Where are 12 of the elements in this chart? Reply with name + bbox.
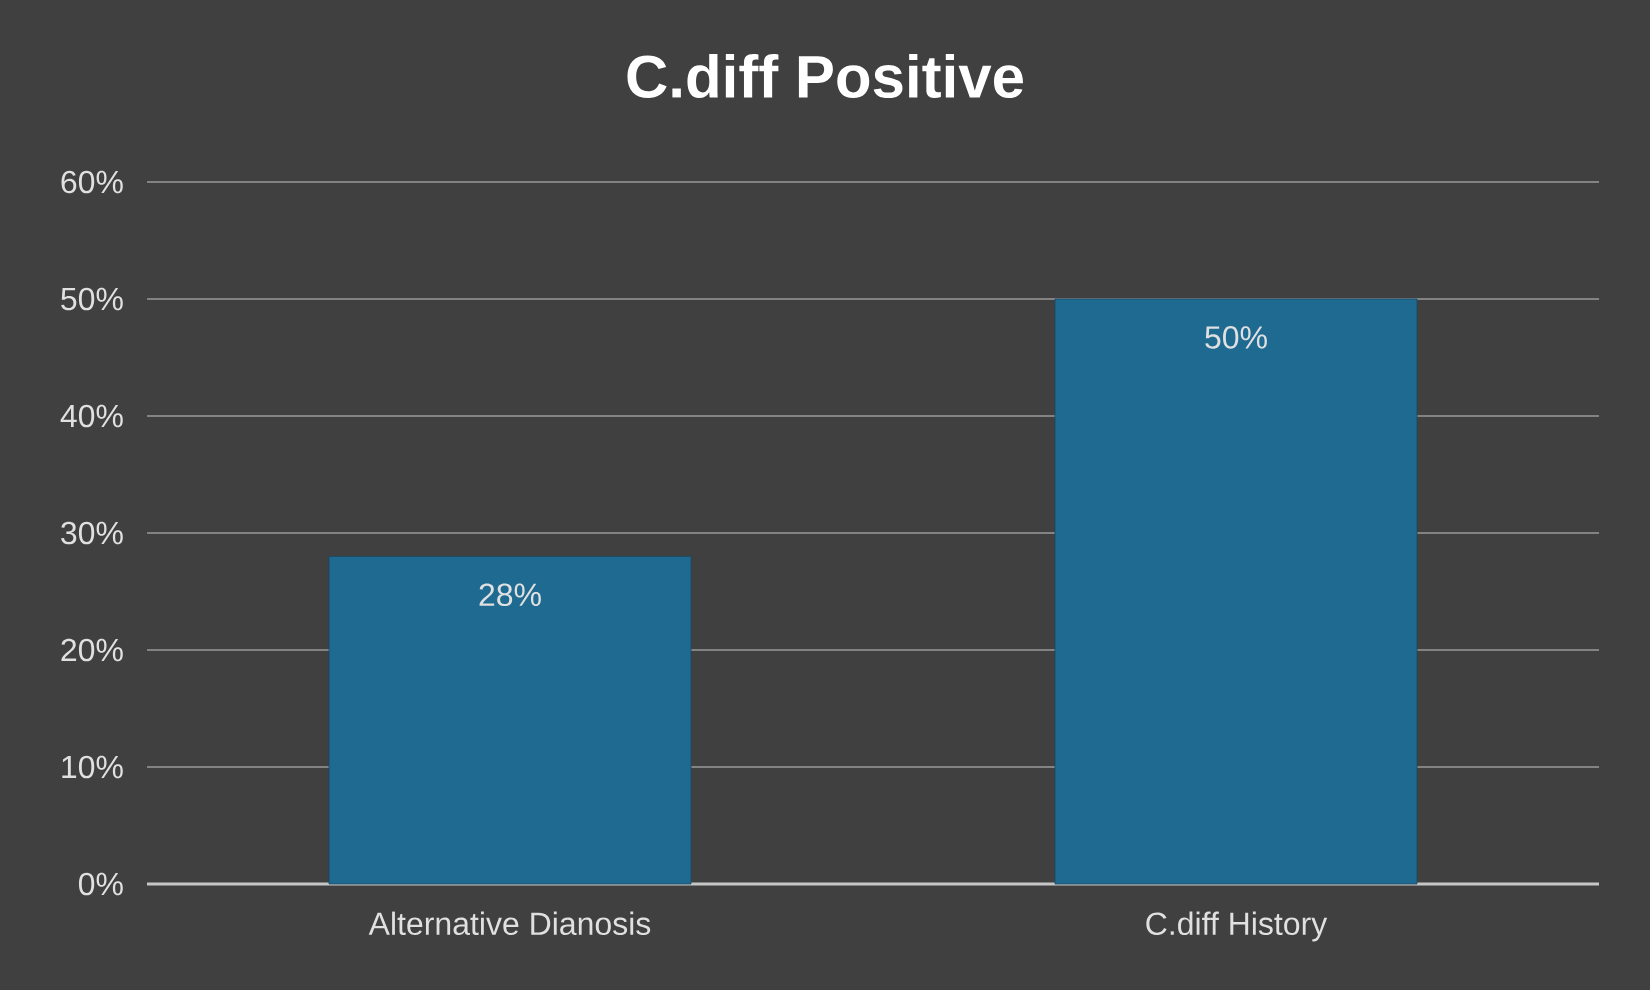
y-tick-label: 50% <box>61 287 123 311</box>
y-tick-label: 30% <box>61 521 123 545</box>
y-tick-label: 40% <box>60 404 123 428</box>
x-tick-label: Alternative Dianosis <box>368 911 651 936</box>
chart-title: C.diff Positive <box>627 53 1023 99</box>
x-tick-label: C.diff History <box>1146 911 1328 942</box>
y-tick-label: 10% <box>62 755 123 779</box>
y-tick-label: 20% <box>61 638 123 662</box>
data-label: 50% <box>1205 326 1267 349</box>
data-label: 28% <box>479 583 541 607</box>
y-tick-label: 0% <box>78 872 123 896</box>
y-tick-label: 60% <box>61 170 123 194</box>
